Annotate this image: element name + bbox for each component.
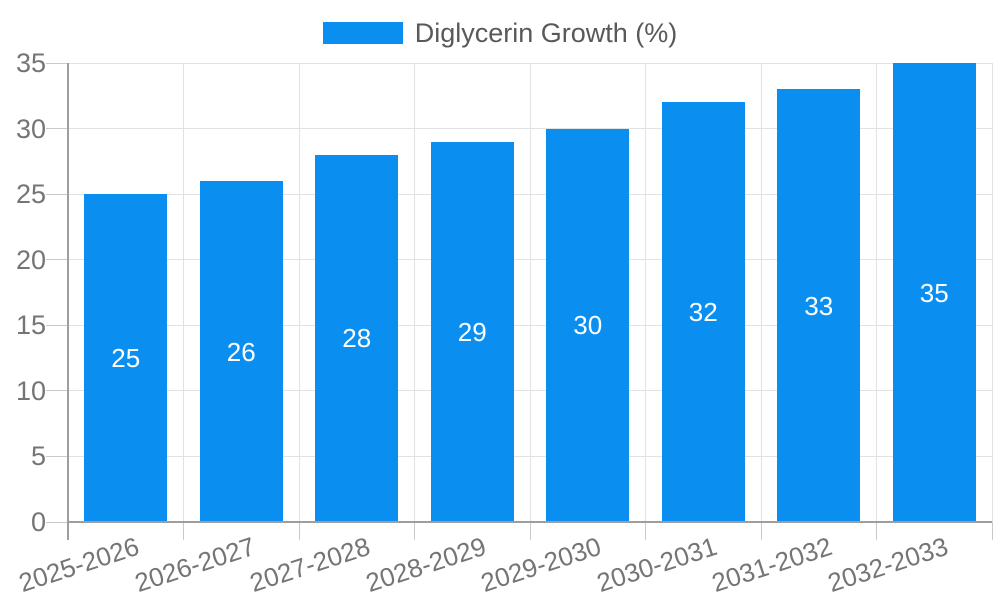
x-axis-label: 2027-2028 bbox=[246, 531, 375, 598]
bar[interactable]: 29 bbox=[430, 141, 514, 522]
gridline-vertical bbox=[760, 63, 762, 522]
bar[interactable]: 25 bbox=[84, 194, 168, 522]
x-axis-tick bbox=[183, 522, 184, 540]
bar[interactable]: 26 bbox=[199, 181, 283, 522]
gridline-vertical bbox=[645, 63, 646, 522]
y-axis-label: 30 bbox=[15, 113, 46, 144]
y-axis-tick bbox=[46, 62, 68, 64]
gridline-vertical bbox=[298, 63, 300, 522]
x-axis-label: 2026-2027 bbox=[130, 531, 259, 598]
bar-value-label: 29 bbox=[457, 316, 487, 347]
x-axis-tick bbox=[529, 522, 531, 540]
legend-swatch[interactable] bbox=[322, 22, 403, 44]
x-axis-label: 2029-2030 bbox=[477, 531, 606, 598]
x-axis-label: 2025-2026 bbox=[15, 531, 144, 598]
x-axis-tick bbox=[414, 522, 415, 540]
bar-value-label: 35 bbox=[919, 277, 949, 308]
y-axis-tick bbox=[46, 193, 68, 195]
legend-label[interactable]: Diglycerin Growth (%) bbox=[414, 18, 678, 48]
y-axis-tick bbox=[46, 521, 68, 523]
x-axis-tick bbox=[991, 522, 993, 540]
y-axis-tick bbox=[46, 259, 68, 261]
bar[interactable]: 35 bbox=[892, 63, 976, 522]
y-axis-label: 25 bbox=[15, 179, 46, 210]
bar-value-label: 30 bbox=[573, 310, 603, 341]
y-axis-tick bbox=[46, 128, 68, 130]
y-axis-label: 0 bbox=[30, 507, 46, 537]
x-axis-line bbox=[68, 521, 992, 523]
bar[interactable]: 30 bbox=[546, 128, 630, 522]
bar[interactable]: 33 bbox=[777, 89, 861, 522]
bar[interactable]: 28 bbox=[315, 154, 399, 522]
x-axis-label: 2032-2033 bbox=[823, 531, 952, 598]
x-axis-tick bbox=[760, 522, 762, 540]
legend[interactable]: Diglycerin Growth (%) bbox=[0, 14, 1000, 52]
y-axis-label: 35 bbox=[15, 48, 46, 78]
gridline-vertical bbox=[529, 63, 531, 522]
x-axis-label: 2031-2032 bbox=[708, 531, 837, 598]
x-axis-label: 2028-2029 bbox=[361, 531, 490, 598]
gridline-vertical bbox=[183, 63, 184, 522]
y-axis-label: 10 bbox=[15, 375, 46, 406]
y-axis-line bbox=[67, 63, 69, 540]
bar-value-label: 28 bbox=[342, 323, 372, 354]
bar-value-label: 32 bbox=[688, 297, 718, 328]
bar-value-label: 33 bbox=[804, 290, 834, 321]
y-axis-tick bbox=[46, 390, 68, 392]
y-axis-tick bbox=[46, 455, 68, 457]
y-axis-label: 15 bbox=[15, 310, 46, 341]
x-axis-tick bbox=[645, 522, 646, 540]
y-axis-label: 20 bbox=[15, 244, 46, 275]
x-axis-label: 2030-2031 bbox=[592, 531, 721, 598]
bar[interactable]: 32 bbox=[661, 102, 745, 522]
y-axis-tick bbox=[46, 324, 68, 326]
gridline-vertical bbox=[414, 63, 415, 522]
gridline-vertical bbox=[991, 63, 993, 522]
x-axis-tick bbox=[298, 522, 300, 540]
bar-value-label: 26 bbox=[226, 336, 256, 367]
x-axis-tick bbox=[876, 522, 877, 540]
bar-value-label: 25 bbox=[111, 343, 141, 374]
y-axis-label: 5 bbox=[30, 441, 46, 472]
gridline-vertical bbox=[876, 63, 877, 522]
